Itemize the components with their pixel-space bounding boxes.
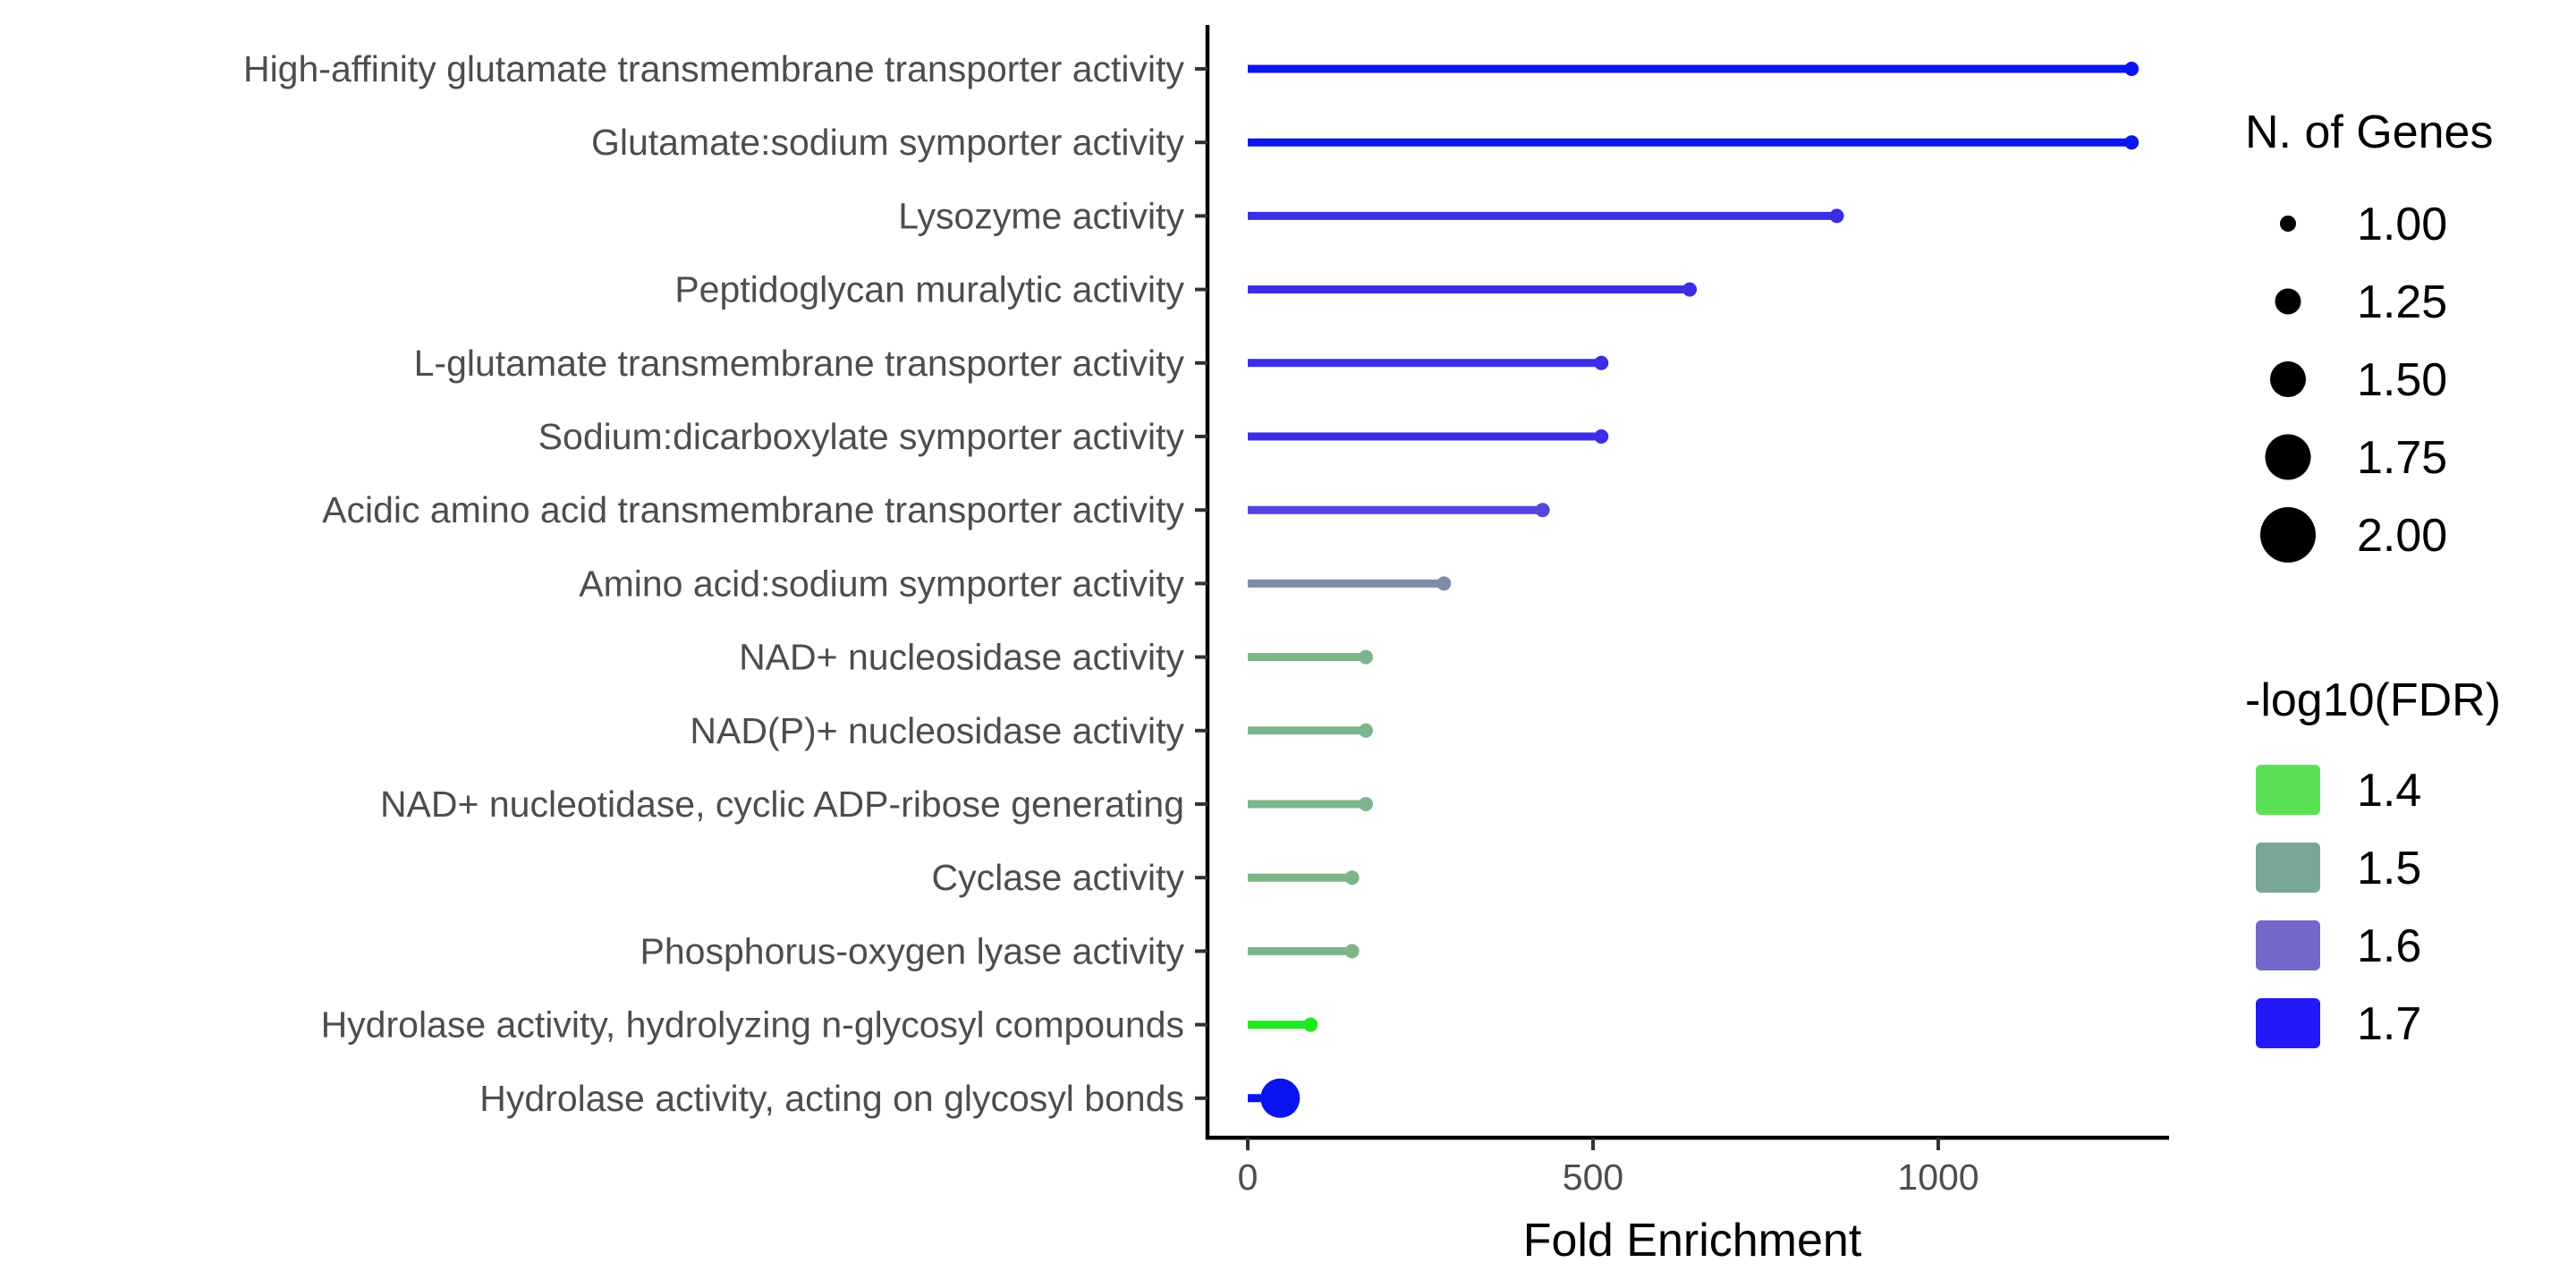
size-legend-label: 1.75	[2357, 432, 2447, 484]
y-tick-label: NAD(P)+ nucleosidase activity	[690, 710, 1184, 751]
color-legend-label: 1.6	[2357, 920, 2421, 972]
x-tick-label: 500	[1563, 1157, 1623, 1198]
color-legend-title: -log10(FDR)	[2245, 674, 2501, 726]
x-tick-label: 0	[1238, 1157, 1258, 1198]
y-tick-label: Hydrolase activity, acting on glycosyl b…	[479, 1078, 1184, 1119]
y-tick-label: Peptidoglycan muralytic activity	[674, 269, 1184, 310]
color-legend-key	[2256, 998, 2320, 1048]
lollipop-point	[1436, 576, 1452, 591]
lollipop-point	[2124, 135, 2140, 150]
lollipop-point	[1829, 208, 1844, 224]
x-tick-label: 1000	[1897, 1157, 1979, 1198]
y-tick-label: Amino acid:sodium symporter activity	[579, 563, 1184, 604]
x-axis: 0 500 1000	[1206, 1135, 2169, 1198]
lollipop-point	[1260, 1078, 1301, 1118]
size-legend-label: 1.00	[2357, 199, 2447, 250]
lollipop-point	[1344, 944, 1360, 959]
color-legend-key	[2256, 920, 2320, 970]
lollipop-series	[1248, 62, 2140, 1118]
y-tick-label: Glutamate:sodium symporter activity	[591, 122, 1185, 163]
size-legend-label: 2.00	[2357, 510, 2447, 562]
lollipop-point	[1359, 797, 1374, 811]
size-legend-key	[2265, 434, 2311, 480]
color-legend: -log10(FDR) 1.4 1.5 1.6 1.7	[2245, 674, 2501, 1050]
y-tick-label: NAD+ nucleotidase, cyclic ADP-ribose gen…	[380, 784, 1184, 825]
y-axis: High-affinity glutamate transmembrane tr…	[243, 25, 1210, 1140]
y-tick-label: High-affinity glutamate transmembrane tr…	[243, 48, 1185, 89]
y-tick-label: Lysozyme activity	[898, 195, 1184, 236]
y-tick-label: Acidic amino acid transmembrane transpor…	[322, 489, 1184, 530]
lollipop-point	[1594, 355, 1609, 370]
color-legend-label: 1.7	[2357, 998, 2421, 1050]
lollipop-point	[1535, 503, 1550, 518]
lollipop-point	[2124, 62, 2140, 76]
size-legend-key	[2280, 216, 2296, 232]
color-legend-label: 1.5	[2357, 843, 2421, 894]
lollipop-point	[1303, 1017, 1318, 1032]
size-legend-key	[2270, 361, 2306, 397]
size-legend-title: N. of Genes	[2245, 106, 2493, 158]
lollipop-point	[1594, 429, 1609, 444]
y-tick-label: NAD+ nucleosidase activity	[739, 637, 1184, 678]
size-legend-label: 1.25	[2357, 276, 2447, 328]
size-legend-key	[2275, 288, 2301, 315]
lollipop-point	[1682, 282, 1698, 297]
x-axis-title: Fold Enrichment	[1523, 1215, 1862, 1267]
y-tick-label: Phosphorus-oxygen lyase activity	[640, 930, 1185, 971]
color-legend-key	[2256, 843, 2320, 893]
y-tick-label: Hydrolase activity, hydrolyzing n-glycos…	[321, 1004, 1184, 1046]
lollipop-point	[1344, 870, 1360, 886]
y-tick-label: Cyclase activity	[931, 857, 1184, 898]
y-tick-label: L-glutamate transmembrane transporter ac…	[414, 343, 1185, 384]
lollipop-point	[1359, 649, 1374, 665]
color-legend-label: 1.4	[2357, 765, 2421, 817]
color-legend-key	[2256, 765, 2320, 815]
size-legend: N. of Genes 1.00 1.25 1.50 1.75 2.00	[2245, 106, 2493, 563]
size-legend-key	[2260, 507, 2316, 563]
size-legend-label: 1.50	[2357, 354, 2447, 406]
y-tick-label: Sodium:dicarboxylate symporter activity	[538, 416, 1185, 457]
lollipop-point	[1359, 723, 1374, 738]
